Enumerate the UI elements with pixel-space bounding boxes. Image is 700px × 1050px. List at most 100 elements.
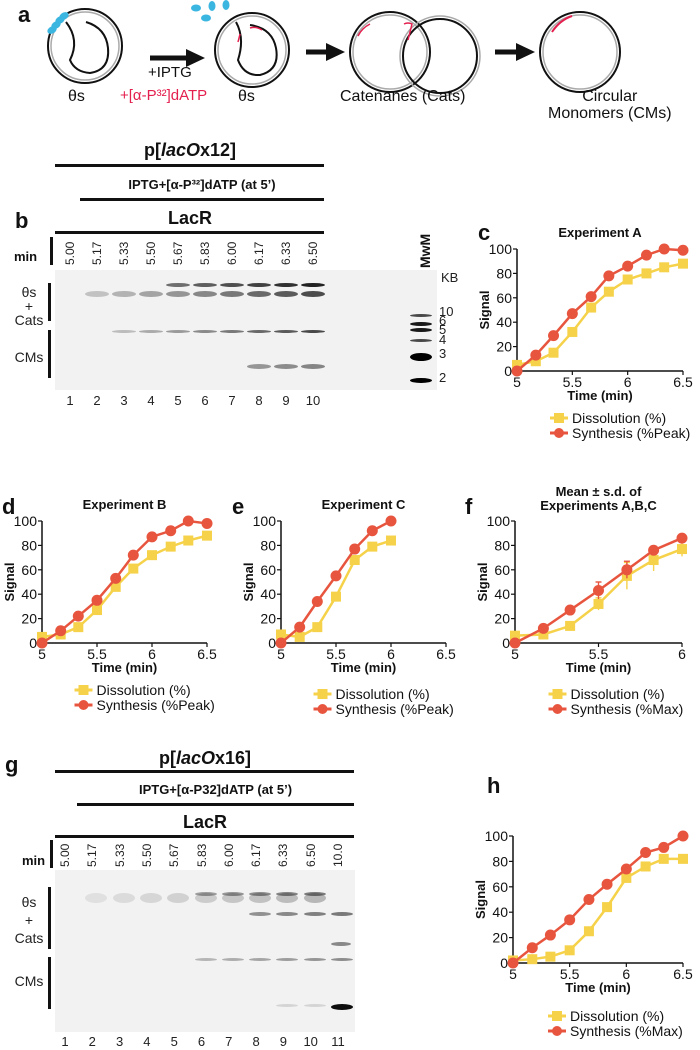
gel-band-theta: [166, 291, 190, 297]
x-axis-label: Time (min): [567, 388, 633, 403]
data-point-dissolution: [73, 622, 84, 633]
data-point-dissolution: [564, 945, 575, 956]
gel-band-theta: [139, 291, 163, 297]
theta-structure-1: [47, 8, 123, 84]
data-point-synthesis: [622, 260, 634, 272]
data-point-synthesis: [511, 365, 523, 377]
chart-d: d Experiment B 0 20 40 60 80 100 5 5.5 6 6.5 Time (m…: [2, 494, 217, 713]
gel-band-cm-low: [303, 1004, 326, 1007]
x-tick-label: 6: [148, 646, 156, 662]
gel-band-cm: [166, 330, 190, 333]
series-line-synthesis: [516, 247, 684, 372]
panel-label-h: h: [487, 773, 500, 798]
x-tick-label: 6.5: [673, 966, 693, 982]
legend-label: Synthesis (%Peak): [572, 425, 690, 441]
data-point-synthesis: [583, 894, 595, 905]
y-tick-label: 20: [492, 930, 508, 946]
x-tick-label: 5: [277, 646, 285, 662]
y-tick-label: 40: [21, 586, 37, 602]
min-label-g: min: [22, 853, 46, 868]
kb-size-6: 6: [439, 313, 447, 328]
data-point-synthesis: [349, 543, 361, 555]
marker-band: [410, 322, 432, 326]
data-point-synthesis: [110, 572, 122, 584]
caption-line-2: Monomers (CMs): [548, 105, 672, 122]
y-tick-label: 80: [260, 537, 276, 553]
data-point-synthesis: [72, 610, 84, 622]
y-tick-label: 100: [253, 513, 277, 529]
y-tick-label: 20: [496, 339, 512, 355]
gel-band-theta: [194, 893, 217, 903]
data-point-dissolution: [37, 631, 47, 642]
series-line-dissolution: [512, 857, 683, 962]
x-tick-label: 6: [387, 646, 395, 662]
side-label-thetas-cats: θs + Cats: [12, 285, 46, 327]
kb-label: KB: [441, 270, 459, 285]
replication-schematic: [47, 0, 621, 97]
x-tick-label: 6.5: [673, 374, 693, 390]
marker-band: [410, 339, 432, 342]
kb-size-2: 2: [439, 370, 447, 385]
y-tick-label: 40: [260, 586, 276, 602]
legend-label: Synthesis (%Max): [570, 1023, 683, 1039]
data-point-dissolution: [567, 326, 578, 337]
gel-band-cm: [220, 330, 244, 333]
series-line-dissolution: [41, 534, 208, 639]
panel-label-d: d: [2, 494, 15, 519]
lane-number: 2: [93, 393, 101, 408]
x-tick-label: 6.5: [436, 646, 456, 662]
gel-band-cm: [221, 958, 244, 961]
plasmid-title-g: p[lacOx16]: [55, 748, 355, 769]
chart-e: e Experiment C 0 20 40 60 80 100 5 5.5 6 6.5 Time (m…: [232, 494, 456, 717]
gel-band-cm: [139, 330, 163, 333]
gel-band-theta: [112, 291, 136, 297]
x-axis-label: Time (min): [565, 980, 631, 995]
data-point-dissolution: [530, 356, 541, 367]
marker-band: [410, 378, 432, 383]
step-caption-theta-1: θs: [68, 88, 85, 105]
circular-monomer-icon: [539, 11, 621, 93]
data-point-synthesis: [330, 570, 342, 582]
legend-marker-square: [552, 689, 563, 699]
panel-label-e: e: [232, 494, 244, 519]
gel-band-theta: [85, 893, 108, 903]
gel-band-cat: [194, 892, 217, 896]
arrow-right-icon: [495, 43, 535, 61]
data-point-dissolution: [548, 347, 559, 358]
y-axis-label: Signal: [2, 562, 17, 601]
legend-label: Dissolution (%): [571, 686, 665, 702]
protein-label-b: LacR: [167, 208, 212, 228]
gel-band-cm: [194, 958, 217, 961]
side-label-thetas-cats: θs + Cats: [12, 893, 46, 947]
lane-number: 2: [88, 1034, 96, 1049]
gel-band-lane11: [331, 942, 351, 946]
gel-band-cm-upper: [331, 912, 353, 916]
x-tick-label: 5.5: [326, 646, 346, 662]
x-axis-label: Time (min): [92, 660, 158, 675]
data-point-dissolution: [110, 581, 121, 592]
gel-band-theta: [220, 291, 244, 297]
gel-band-cat: [303, 892, 326, 896]
lane-number: 7: [225, 1034, 233, 1049]
kb-size-3: 3: [439, 346, 447, 361]
legend-marker-circle: [552, 1026, 562, 1036]
marker-band: [410, 328, 432, 332]
gel-band-theta: [247, 291, 271, 297]
protein-label-g: LacR: [182, 812, 227, 832]
gel-band-cat: [276, 892, 299, 896]
divider: [55, 770, 354, 773]
panel-label-f: f: [465, 494, 473, 519]
gel-band-cm-upper: [249, 912, 272, 916]
gel-band-cm: [276, 958, 299, 961]
data-point-dissolution: [583, 926, 594, 937]
data-point-synthesis: [648, 544, 660, 556]
y-tick-label: 80: [492, 853, 508, 869]
gel-band-theta: [301, 291, 325, 297]
plasmid-prefix: p[: [143, 140, 161, 160]
y-tick-label: 100: [489, 241, 513, 257]
series-line-synthesis: [512, 834, 684, 964]
data-point-dissolution: [622, 274, 633, 285]
data-point-synthesis: [36, 637, 48, 649]
gel-band-theta: [274, 291, 298, 297]
